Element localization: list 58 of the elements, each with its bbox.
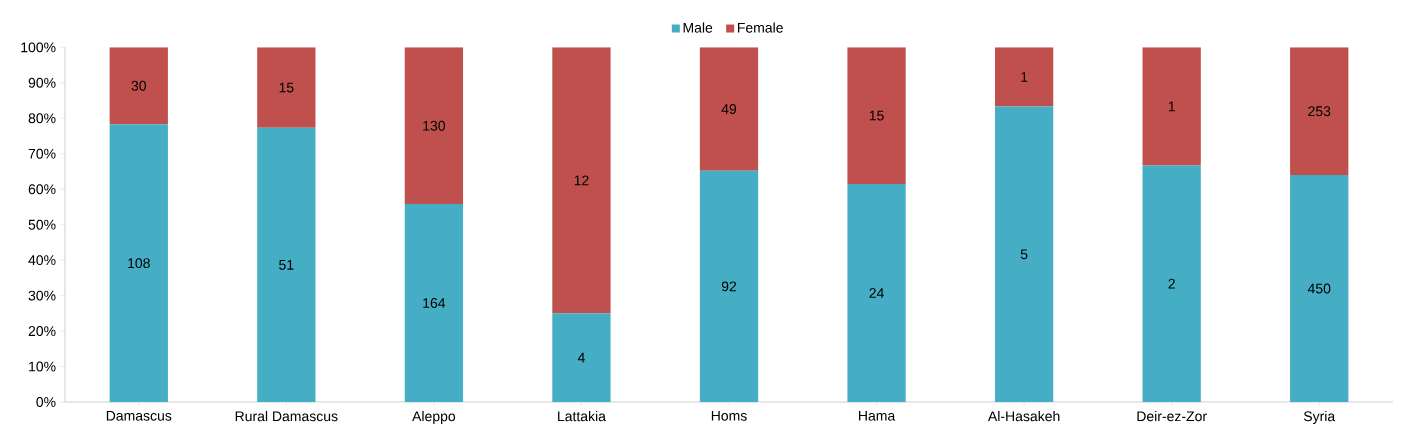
x-tick-label: Rural Damascus [235,410,338,422]
bar [847,183,906,402]
bar [257,47,316,128]
bar [699,170,759,402]
y-tick-label: 30% [28,290,56,301]
annotation: 164 [423,298,446,309]
x-tick-label: Syria [1303,410,1336,424]
y-tick-label: 90% [28,77,56,88]
annotation: 108 [128,258,150,269]
annotation: 2 [1168,278,1175,289]
annotation: 49 [721,104,737,115]
annotation: 4 [577,352,585,363]
y-tick-label: 20% [28,326,56,337]
annotation: 450 [1307,283,1331,294]
x-tick-label: Aleppo [412,410,456,424]
legend-label: Female [737,22,783,33]
y-tick-label: 40% [28,255,56,266]
bar [109,124,168,402]
x-tick-label: Homs [711,410,747,421]
legend-label: Male [683,22,713,33]
bar [552,47,611,314]
bar [1290,47,1349,176]
annotation: 51 [279,260,294,270]
bar [404,204,464,402]
bar [257,127,316,402]
y-tick-label: 60% [28,184,56,195]
x-tick-label: Damascus [106,410,172,421]
annotation: 12 [574,175,589,186]
annotation: 24 [869,288,884,298]
annotation: 253 [1308,106,1331,117]
bar [1290,175,1349,402]
bar [847,47,906,184]
y-tick-label: 50% [28,219,56,230]
y-tick-label: 10% [29,361,56,372]
bar [1142,47,1201,166]
annotation: 130 [423,120,446,131]
y-tick-label: 80% [28,113,56,124]
y-tick-label: 70% [28,148,56,159]
bar [552,313,611,402]
bar [699,47,759,171]
bar [1142,165,1201,402]
bar [109,47,168,125]
annotation: 1 [1021,72,1028,82]
annotation: 15 [869,110,884,121]
annotation: 92 [721,281,737,292]
annotation: 30 [131,80,147,91]
x-tick-label: Al-Hasakeh [987,410,1060,422]
x-tick-label: Lattakia [558,410,606,422]
x-tick-label: Deir-ez-Zor [1137,410,1207,422]
annotation: 1 [1168,101,1175,112]
annotation: 5 [1020,249,1028,260]
y-tick-label: 0% [36,397,56,407]
bar [994,47,1054,107]
annotation: 15 [279,82,294,93]
y-tick-label: 100% [21,42,56,53]
x-tick-label: Hama [859,410,896,421]
bar [404,47,464,205]
bar [994,106,1054,402]
